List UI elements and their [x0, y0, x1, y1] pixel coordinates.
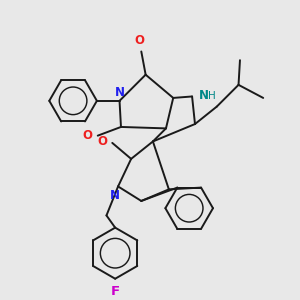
Text: O: O [97, 135, 107, 148]
Text: H: H [208, 91, 216, 101]
Text: O: O [135, 34, 145, 47]
Text: N: N [115, 86, 124, 99]
Text: N: N [110, 189, 120, 202]
Text: O: O [82, 129, 92, 142]
Text: N: N [199, 88, 208, 101]
Text: F: F [111, 285, 120, 298]
